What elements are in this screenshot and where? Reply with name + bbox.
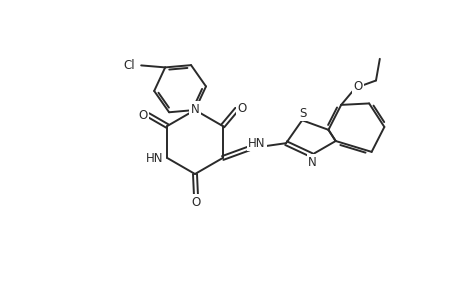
Text: O: O [191,196,200,208]
Text: S: S [299,107,306,120]
Text: HN: HN [146,152,163,164]
Text: O: O [237,102,246,115]
Text: O: O [353,80,362,92]
Text: O: O [138,109,147,122]
Text: N: N [308,155,316,169]
Text: N: N [190,103,199,116]
Text: HN: HN [248,137,265,150]
Text: Cl: Cl [123,59,135,72]
